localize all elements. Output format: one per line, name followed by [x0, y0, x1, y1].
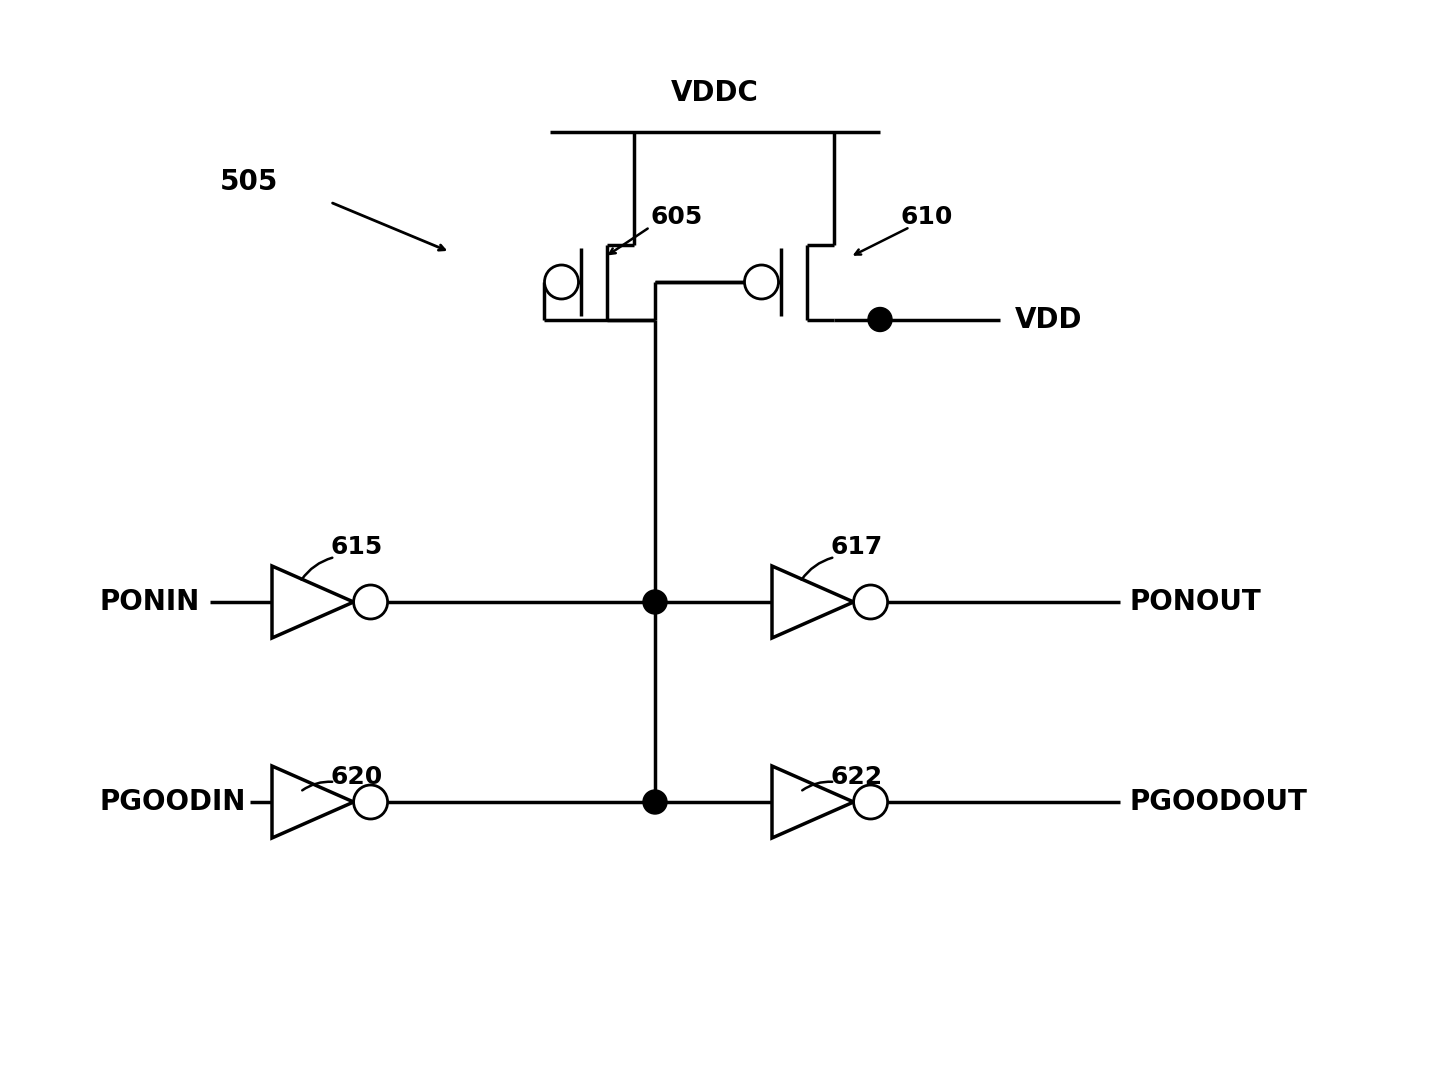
Text: 505: 505: [220, 168, 278, 196]
Text: VDDC: VDDC: [672, 79, 759, 107]
Circle shape: [853, 585, 888, 619]
Text: PGOODIN: PGOODIN: [99, 788, 246, 816]
Circle shape: [745, 265, 778, 299]
Text: 622: 622: [830, 765, 882, 789]
Text: 605: 605: [650, 204, 702, 229]
Circle shape: [867, 307, 892, 331]
Text: VDD: VDD: [1014, 305, 1082, 333]
Text: 610: 610: [901, 204, 953, 229]
Circle shape: [643, 590, 667, 613]
Text: PONIN: PONIN: [99, 588, 200, 616]
Circle shape: [643, 790, 667, 814]
Text: 617: 617: [830, 535, 882, 559]
Text: PGOODOUT: PGOODOUT: [1130, 788, 1308, 816]
Circle shape: [853, 786, 888, 819]
Text: 620: 620: [330, 765, 382, 789]
Text: PONOUT: PONOUT: [1130, 588, 1262, 616]
Text: 615: 615: [330, 535, 382, 559]
Circle shape: [545, 265, 578, 299]
Circle shape: [353, 786, 388, 819]
Circle shape: [353, 585, 388, 619]
